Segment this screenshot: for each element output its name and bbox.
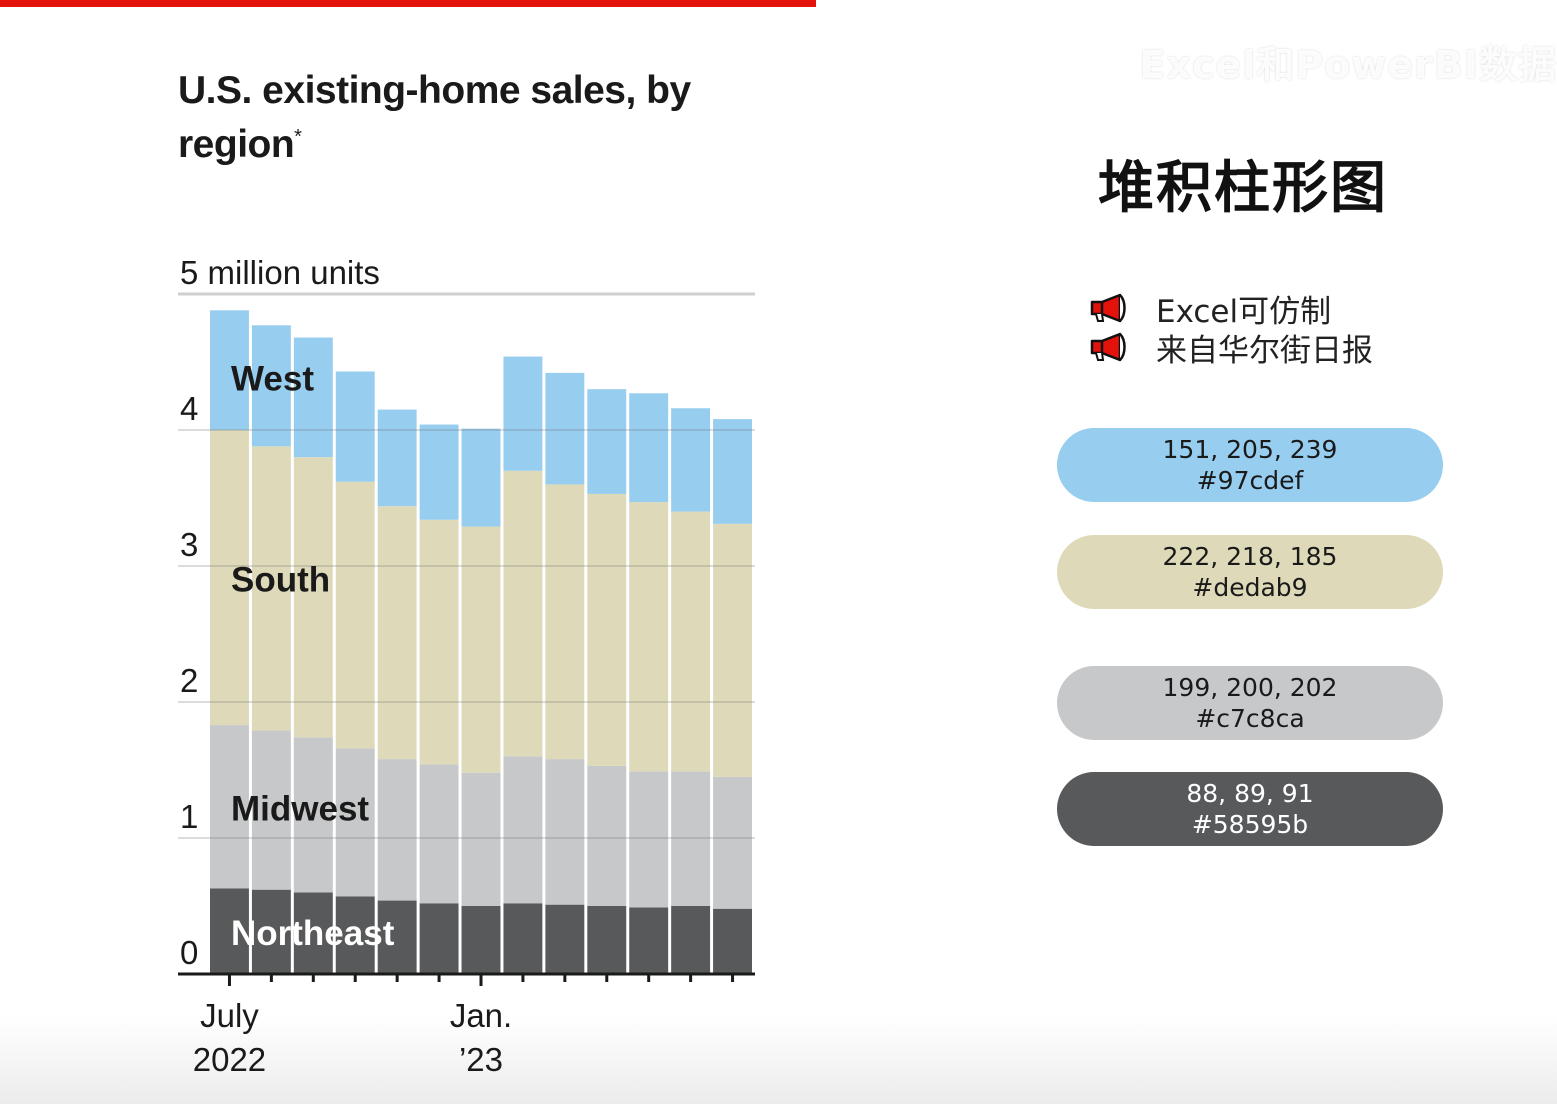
- bar-segment-west: [629, 393, 669, 503]
- bar-segment-midwest: [461, 772, 501, 906]
- bar-segment-midwest: [293, 737, 333, 893]
- note-text: 来自华尔街日报: [1156, 332, 1373, 369]
- bar-segment-south: [335, 481, 375, 749]
- swatch-hex: #c7c8ca: [1195, 704, 1305, 733]
- bar-segment-south: [461, 526, 501, 773]
- y-tick-label: 0: [180, 934, 198, 971]
- bar-segment-northeast: [251, 889, 291, 974]
- swatch-hex: #dedab9: [1192, 573, 1308, 602]
- swatch-rgb: 88, 89, 91: [1186, 779, 1314, 808]
- chart-type-title: 堆积柱形图: [1098, 156, 1388, 221]
- bar-segment-west: [377, 409, 417, 507]
- bar-segment-south: [545, 484, 585, 760]
- bar-segment-northeast: [629, 907, 669, 974]
- y-unit-label: 5 million units: [180, 254, 380, 291]
- bar-segment-midwest: [419, 764, 459, 904]
- bar-segment-west: [503, 356, 543, 471]
- bar-segment-midwest: [377, 759, 417, 901]
- bar-segment-northeast: [671, 906, 711, 974]
- color-swatch-south: 222, 218, 185 #dedab9: [1057, 535, 1443, 609]
- bar-segment-northeast: [293, 892, 333, 974]
- chart-title-text: U.S. existing-home sales, by region: [178, 69, 691, 166]
- bar-segment-west: [293, 337, 333, 458]
- bar-segment-northeast: [587, 906, 627, 974]
- stacked-bar-chart: 0 1 2 3 4 5 million units July 2022 Jan. ’23 North…: [178, 254, 755, 1078]
- bar-segment-south: [293, 457, 333, 738]
- bar-segment-midwest: [335, 748, 375, 897]
- x-tick-label: Jan.: [450, 997, 512, 1034]
- swatch-hex: #58595b: [1191, 810, 1309, 839]
- megaphone-icon: [1090, 293, 1126, 323]
- y-tick-label: 2: [180, 662, 198, 699]
- y-tick-label: 1: [180, 798, 198, 835]
- bar-segment-midwest: [671, 771, 711, 906]
- note-item-source: 来自华尔街日报: [1088, 329, 1373, 369]
- x-tick-label-year: 2022: [193, 1041, 266, 1078]
- series-label-midwest: Midwest: [231, 790, 369, 829]
- bar-segment-south: [210, 430, 249, 726]
- note-text: Excel可仿制: [1156, 293, 1332, 330]
- color-swatch-west: 151, 205, 239 #97cdef: [1057, 428, 1443, 502]
- bar-segment-northeast: [545, 904, 585, 974]
- bar-segment-south: [671, 511, 711, 772]
- bar-segment-west: [587, 389, 627, 494]
- series-label-west: West: [231, 359, 314, 398]
- bar-segment-west: [210, 310, 249, 430]
- bar-segment-west: [713, 419, 752, 524]
- color-swatch-northeast: 88, 89, 91 #58595b: [1057, 772, 1443, 846]
- bar-segment-midwest: [210, 725, 249, 889]
- swatch-rgb: 199, 200, 202: [1162, 673, 1338, 702]
- watermark-text: Excel和PowerBI数据: [1139, 43, 1557, 87]
- y-tick-label: 3: [180, 526, 198, 563]
- bar-segment-west: [335, 371, 375, 482]
- bar-segment-northeast: [335, 896, 375, 974]
- bar-segment-south: [629, 502, 669, 772]
- bar-segment-midwest: [251, 730, 291, 890]
- bar-segment-south: [503, 470, 543, 757]
- bar-segment-northeast: [713, 908, 752, 974]
- bar-segment-northeast: [461, 906, 501, 974]
- bar-segment-south: [419, 519, 459, 765]
- bar-segment-northeast: [419, 903, 459, 974]
- x-tick-label-year: ’23: [459, 1041, 503, 1078]
- series-label-northeast: Northeast: [231, 914, 395, 953]
- bar-segment-northeast: [210, 888, 249, 974]
- swatch-hex: #97cdef: [1196, 466, 1304, 495]
- series-label-south: South: [231, 561, 330, 600]
- bar-segment-west: [671, 408, 711, 512]
- x-tick-label: July: [200, 997, 259, 1034]
- bar-segment-west: [251, 325, 291, 447]
- swatch-rgb: 222, 218, 185: [1162, 542, 1338, 571]
- swatch-rgb: 151, 205, 239: [1162, 435, 1338, 464]
- bar-segment-midwest: [713, 776, 752, 909]
- bar-segment-west: [419, 424, 459, 520]
- top-accent-bar: [0, 0, 816, 7]
- color-swatch-midwest: 199, 200, 202 #c7c8ca: [1057, 666, 1443, 740]
- chart-title-footnote-mark: *: [294, 126, 302, 148]
- chart-title: U.S. existing-home sales, by region*: [178, 68, 738, 168]
- bar-segment-northeast: [503, 903, 543, 974]
- y-tick-label: 4: [180, 390, 198, 427]
- bar-segment-midwest: [545, 759, 585, 905]
- bar-segment-west: [545, 372, 585, 485]
- bar-segment-south: [713, 523, 752, 777]
- bar-segment-west: [461, 428, 501, 527]
- bar-segment-south: [587, 493, 627, 766]
- bar-segment-northeast: [377, 900, 417, 974]
- note-item-replicable: Excel可仿制: [1088, 290, 1331, 330]
- bar-segment-south: [377, 506, 417, 760]
- bar-segment-midwest: [587, 765, 627, 906]
- bar-segment-south: [251, 446, 291, 731]
- megaphone-icon: [1090, 332, 1126, 362]
- bar-segment-midwest: [503, 756, 543, 904]
- bar-segment-midwest: [629, 771, 669, 908]
